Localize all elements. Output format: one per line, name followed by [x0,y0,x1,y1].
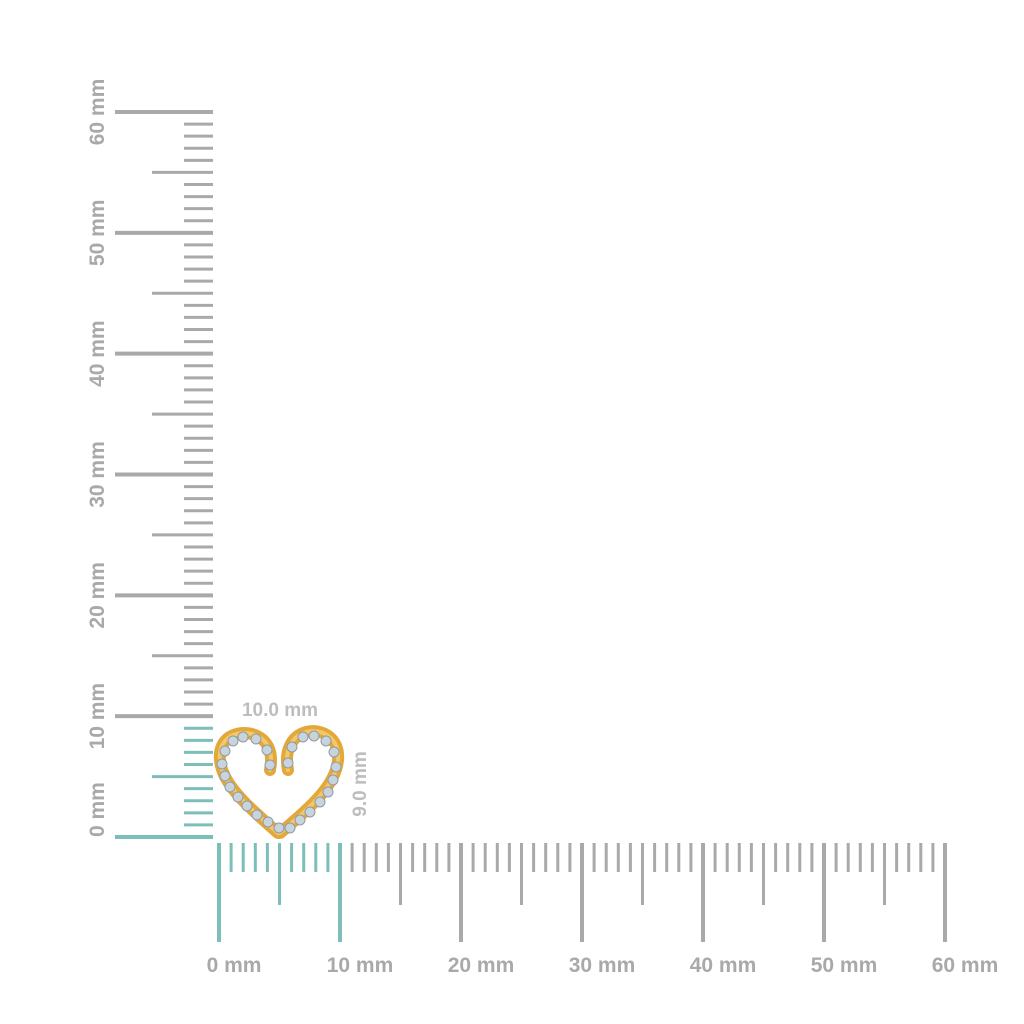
vertical-ruler [115,110,213,839]
diamond-stone [262,816,274,828]
horizontal-axis-label: 0 mm [207,954,262,977]
horizontal-ruler [217,843,947,942]
heart-pendant-image [213,725,345,839]
diamond-stone [330,761,342,773]
vertical-axis-label: 40 mm [86,320,109,387]
horizontal-axis-label: 10 mm [327,954,394,977]
diamond-stone [232,791,244,803]
diamond-stone [251,809,263,821]
diamond-stone [294,814,306,826]
diamond-stone [273,822,285,834]
diamond-stone [216,758,228,770]
diamond-stone [250,733,262,745]
diamond-stone [328,746,340,758]
horizontal-axis-label: 60 mm [932,954,999,977]
diamond-stone [286,741,298,753]
horizontal-axis-label: 50 mm [811,954,878,977]
vertical-axis-label: 20 mm [86,562,109,629]
diamond-stone [261,744,273,756]
diamond-stone [241,800,253,812]
diamond-stone [322,786,334,798]
diamond-stone [297,731,309,743]
diamond-stone [327,774,339,786]
diamond-stone [314,796,326,808]
diamond-stone [320,735,332,747]
horizontal-axis-label: 20 mm [448,954,515,977]
horizontal-axis-label: 40 mm [690,954,757,977]
vertical-axis-label: 60 mm [86,79,109,146]
diamond-stone [219,745,231,757]
diamond-stone [304,806,316,818]
diamond-stone [284,822,296,834]
horizontal-axis-label: 30 mm [569,954,636,977]
vertical-axis-label: 50 mm [86,200,109,267]
diamond-stone [308,730,320,742]
diamond-stone [264,759,276,771]
vertical-axis-label: 10 mm [86,683,109,750]
vertical-axis-label: 30 mm [86,441,109,508]
diamond-stone [227,735,239,747]
diamond-stone [282,757,294,769]
diamond-stone [224,781,236,793]
vertical-axis-label: 0 mm [86,782,109,837]
width-dimension-label: 10.0 mm [242,700,318,721]
diamond-stone [237,731,249,743]
height-dimension-label: 9.0 mm [350,751,371,816]
diamond-stone [219,770,231,782]
